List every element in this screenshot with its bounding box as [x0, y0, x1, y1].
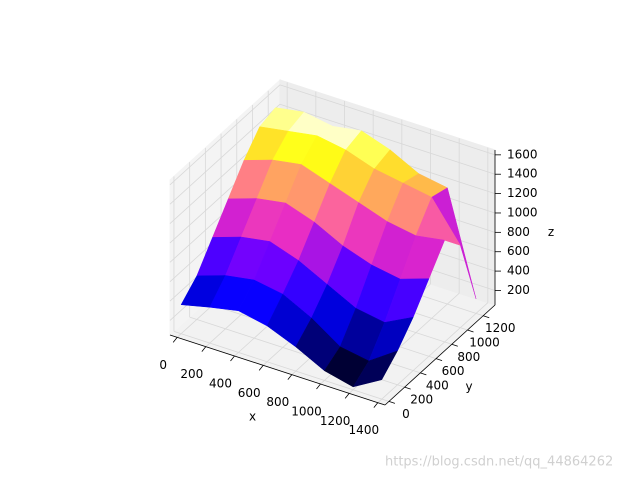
grid-line — [377, 302, 489, 403]
y-tick-label: 1000 — [469, 336, 500, 350]
watermark: https://blog.csdn.net/qq_44864262 — [385, 455, 613, 470]
x-axis-label: x — [249, 410, 256, 424]
y-tick — [435, 358, 443, 361]
x-tick — [258, 365, 264, 371]
x-tick-label: 400 — [209, 377, 232, 391]
z-tick-label: 1600 — [507, 147, 538, 161]
surface-face — [352, 350, 399, 388]
grid-line — [169, 84, 281, 186]
z-tick-label: 600 — [507, 244, 530, 258]
x-tick-label: 800 — [266, 395, 289, 409]
z-tick-label: 400 — [507, 264, 530, 278]
y-axis — [384, 304, 496, 406]
y-tick-label: 800 — [457, 350, 480, 364]
x-tick — [201, 346, 207, 352]
y-tick-label: 600 — [442, 364, 465, 378]
z-tick-label: 1400 — [507, 167, 538, 181]
z-tick-label: 1200 — [507, 186, 538, 200]
y-axis-label: y — [465, 380, 472, 394]
y-tick-label: 0 — [402, 407, 410, 421]
y-tick-label: 200 — [410, 393, 433, 407]
y-tick — [388, 401, 396, 404]
x-tick-label: 200 — [180, 367, 203, 381]
x-tick-label: 1200 — [320, 414, 351, 428]
grid-line — [279, 84, 496, 156]
z-axis-label: z — [548, 225, 554, 239]
z-tick-label: 800 — [507, 225, 530, 239]
y-tick — [451, 343, 458, 347]
x-tick-label: 0 — [159, 358, 167, 372]
x-tick-label: 1000 — [291, 405, 322, 419]
x-tick — [373, 402, 379, 408]
z-tick-label: 1000 — [507, 205, 538, 219]
x-tick — [316, 383, 321, 390]
y-tick — [404, 386, 411, 390]
x-tick — [172, 337, 178, 343]
grid-line — [169, 103, 281, 205]
x-tick — [287, 374, 293, 380]
y-tick — [467, 329, 474, 333]
y-tick — [483, 315, 490, 319]
y-tick-label: 400 — [426, 378, 449, 392]
grid-line — [279, 103, 496, 175]
x-tick-label: 1400 — [349, 423, 380, 437]
x-tick — [230, 355, 235, 362]
y-tick-label: 1200 — [485, 321, 516, 335]
grid-line — [173, 331, 390, 402]
x-tick — [344, 393, 350, 399]
y-tick — [420, 372, 427, 376]
x-tick-label: 600 — [238, 386, 261, 400]
z-tick-label: 200 — [507, 283, 530, 297]
